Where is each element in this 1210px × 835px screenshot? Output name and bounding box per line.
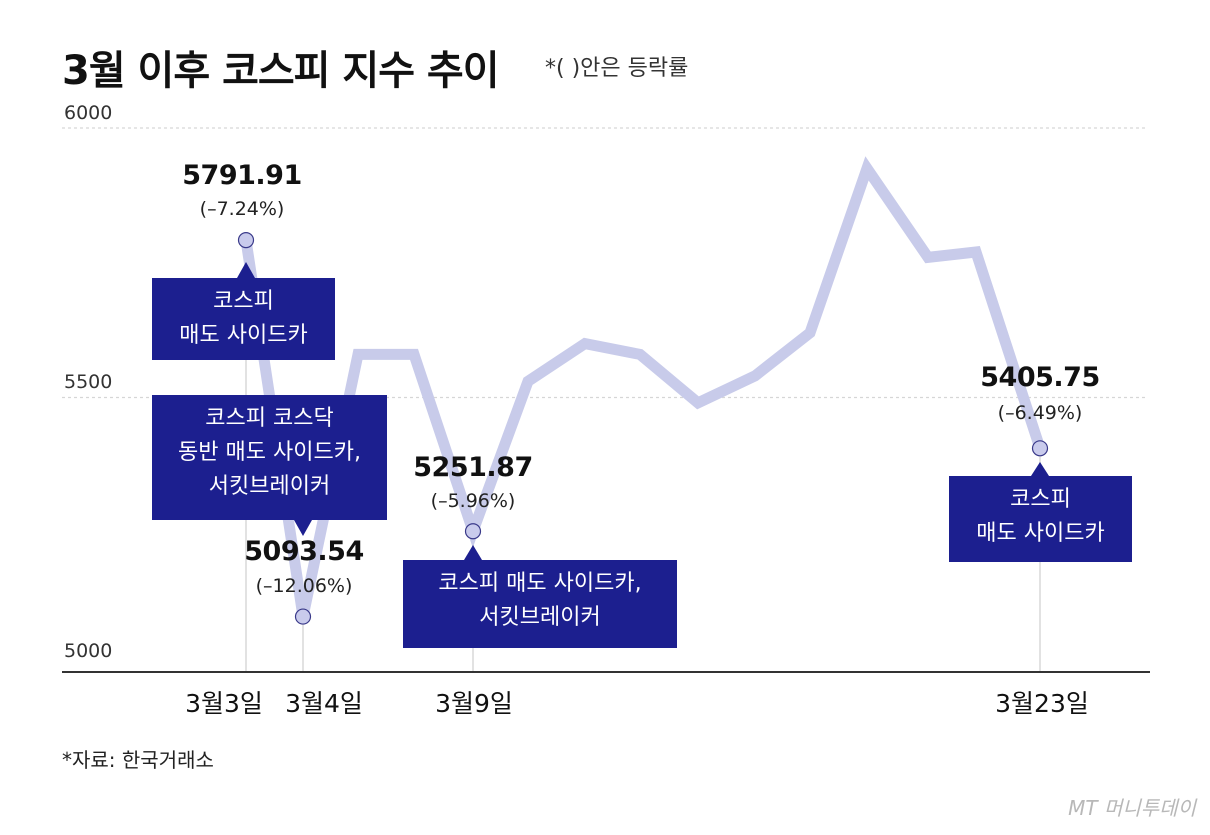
data-point-marker <box>1031 440 1049 457</box>
x-tick-label: 3월9일 <box>435 689 513 718</box>
x-tick-label: 3월4일 <box>285 689 363 718</box>
event-box-line: 서킷브레이커 <box>479 605 601 630</box>
series-line-kospi <box>240 156 1046 618</box>
callout-pointer <box>294 520 312 536</box>
event-box-line: 동반 매도 사이드카, <box>178 440 361 465</box>
event-box: 코스피 매도 사이드카 <box>152 278 335 360</box>
chart-subtitle: *( )안은 등락률 <box>545 56 689 81</box>
event-box-line: 매도 사이드카 <box>976 521 1105 546</box>
y-tick-label: 6000 <box>64 102 113 124</box>
event-box-line: 서킷브레이커 <box>208 474 331 499</box>
data-label-value: 5791.91 <box>182 160 302 191</box>
data-label-value: 5251.87 <box>413 452 533 483</box>
y-tick-label: 5500 <box>64 371 113 393</box>
data-point-marker <box>237 232 255 249</box>
event-box-line: 코스피 코스닥 <box>205 406 334 431</box>
data-point-marker <box>464 523 482 540</box>
event-box-line: 코스피 <box>213 289 274 314</box>
data-point-marker <box>294 608 312 625</box>
event-box: 코스피 코스닥 동반 매도 사이드카, 서킷브레이커 <box>152 395 387 520</box>
event-box: 코스피 매도 사이드카 <box>949 476 1132 562</box>
data-label-change: (–7.24%) <box>199 198 285 220</box>
source-note: *자료: 한국거래소 <box>62 748 214 772</box>
data-label-value: 5405.75 <box>980 362 1100 393</box>
callout-pointer <box>1031 462 1049 476</box>
callout-pointer <box>237 262 255 278</box>
data-label-value: 5093.54 <box>244 536 364 567</box>
data-label-change: (–5.96%) <box>430 490 516 512</box>
event-box-line: 코스피 매도 사이드카, <box>438 571 642 596</box>
data-label-change: (–6.49%) <box>997 402 1083 424</box>
x-tick-label: 3월3일 <box>185 689 263 718</box>
event-box: 코스피 매도 사이드카, 서킷브레이커 <box>403 560 677 648</box>
publisher-logo: MT 머니투데이 <box>1068 796 1196 820</box>
x-tick-label: 3월23일 <box>995 689 1089 718</box>
chart-title: 3월 이후 코스피 지수 추이 <box>62 48 500 94</box>
event-box-line: 매도 사이드카 <box>179 323 308 348</box>
callout-pointer <box>464 545 482 560</box>
event-box-line: 코스피 <box>1010 487 1071 512</box>
data-label-change: (–12.06%) <box>255 575 353 597</box>
y-tick-label: 5000 <box>64 640 113 662</box>
